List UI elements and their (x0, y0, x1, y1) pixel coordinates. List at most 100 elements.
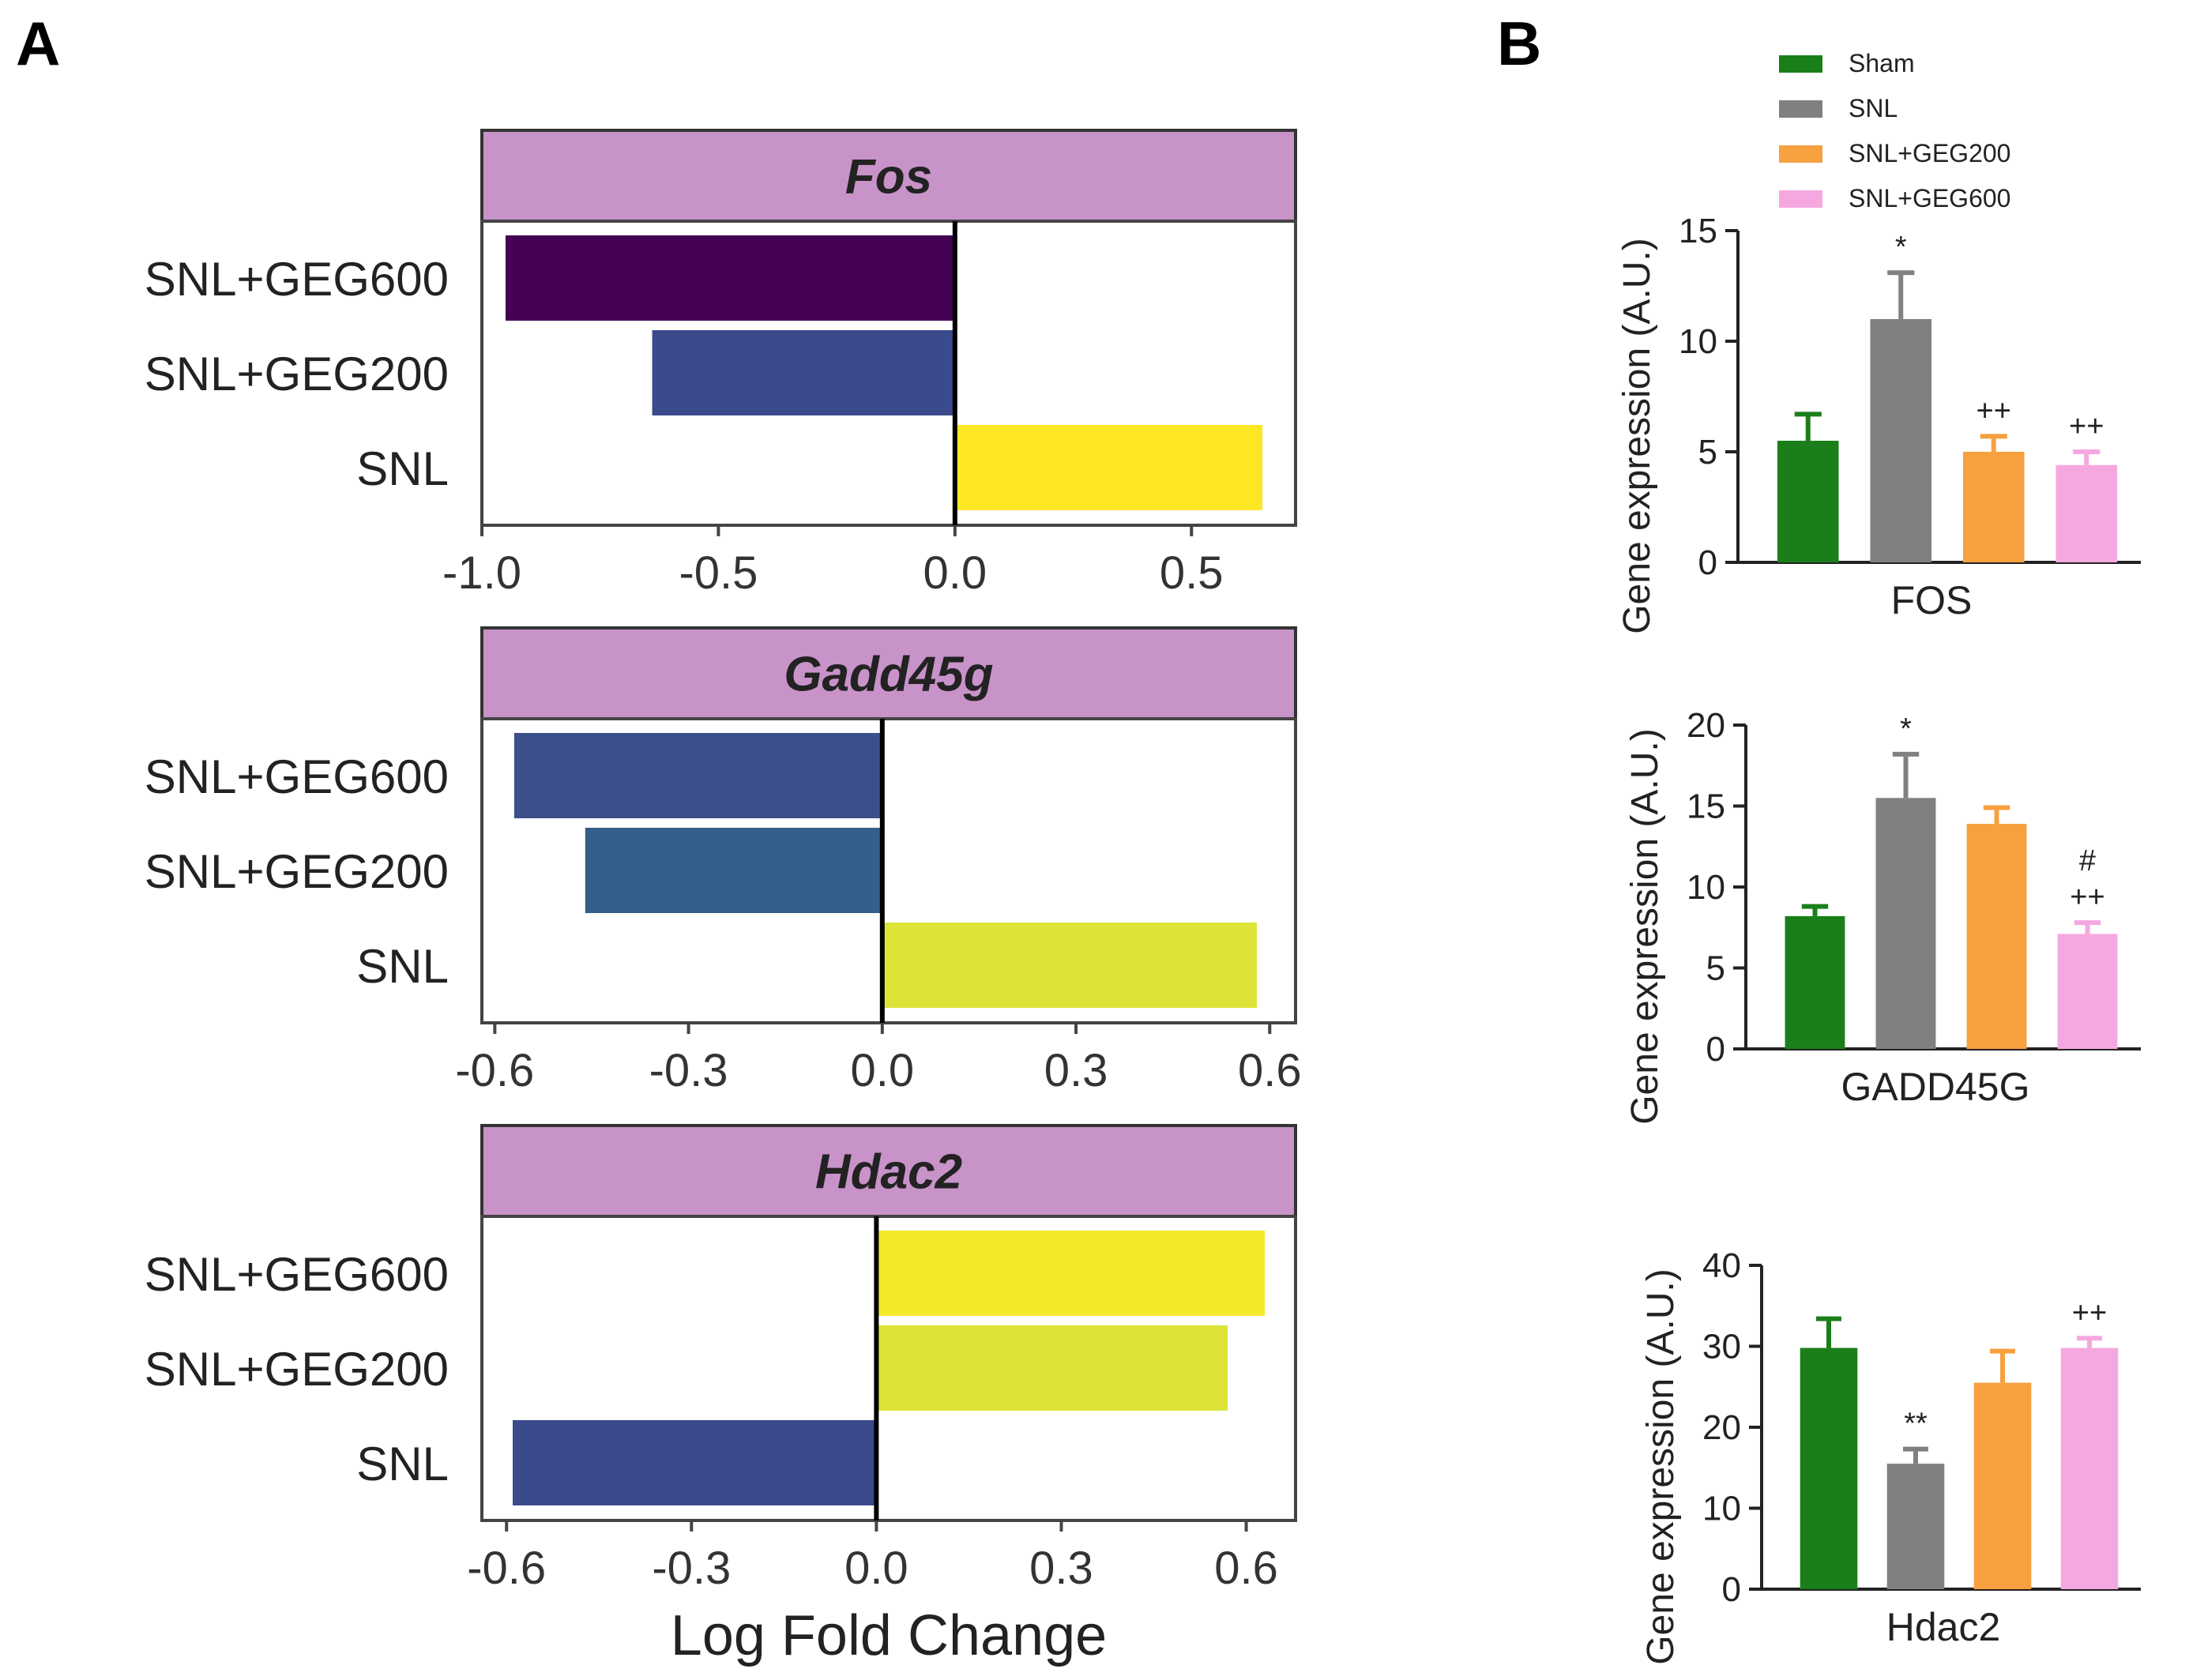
panel-b-label: B (1497, 9, 1541, 78)
bar-snl-geg200 (1962, 452, 2025, 562)
x-tick-label: -0.6 (455, 1045, 534, 1096)
expression-chart-fos: 0 5 10 15 Gene expression (A.U.) * ++ ++ FOS (1616, 212, 2141, 634)
y-tick-label: 0 (1722, 1570, 1741, 1609)
bar-snl-geg600 (2055, 464, 2118, 562)
bar-snl-geg200 (585, 828, 882, 913)
x-tick-label: -1.0 (442, 547, 521, 599)
facet-title: Gadd45g (784, 648, 993, 702)
significance-mark: ** (1904, 1408, 1928, 1441)
x-tick-label: 0.0 (844, 1543, 908, 1594)
y-tick-label: 0 (1706, 1030, 1725, 1069)
category-label: SNL+GEG200 (145, 348, 449, 400)
x-tick-label: 0.3 (1044, 1045, 1108, 1096)
y-tick-label: 20 (1702, 1408, 1741, 1447)
y-axis-label: Gene expression (A.U.) (1616, 238, 1658, 634)
bar-snl (1875, 798, 1936, 1049)
x-tick-label: -0.3 (649, 1045, 728, 1096)
y-axis-label: Gene expression (A.U.) (1640, 1268, 1682, 1665)
x-tick-label: 0.6 (1214, 1543, 1278, 1594)
bar-snl (1870, 319, 1932, 562)
x-tick-label: 0.0 (851, 1045, 915, 1096)
y-tick-label: 15 (1679, 212, 1717, 250)
x-axis-label: GADD45G (1841, 1065, 2030, 1109)
bar-snl-geg600 (2060, 1347, 2119, 1589)
bar-sham (1800, 1347, 1858, 1589)
bar-snl-geg200 (876, 1325, 1228, 1411)
y-tick-label: 0 (1698, 543, 1717, 582)
y-tick-label: 10 (1679, 322, 1717, 361)
x-tick-label: -0.6 (467, 1543, 546, 1594)
lfc-chart-hdac2: Hdac2 SNL+GEG600 SNL+GEG200 SNL -0.6 -0.3 0.0 0… (145, 1124, 1297, 1667)
significance-mark: ++ (1976, 394, 2011, 427)
panel-a-charts: Fos SNL+GEG600 SNL+GEG200 SNL -1.0 -0.5 0.0 0.5… (145, 129, 1302, 1667)
x-axis-label: Log Fold Change (671, 1604, 1107, 1667)
bar-snl (954, 425, 1263, 510)
x-tick-label: 0.3 (1029, 1543, 1093, 1594)
legend-swatch-sham (1779, 55, 1822, 73)
facet-header (480, 1124, 1297, 1218)
bar-snl-geg600 (513, 733, 882, 818)
category-label: SNL (356, 442, 449, 495)
facet-title: Hdac2 (815, 1145, 962, 1200)
legend-label: Sham (1849, 49, 1915, 77)
y-tick-label: 10 (1687, 868, 1725, 907)
y-tick-label: 30 (1702, 1328, 1741, 1366)
panel-b-charts: 0 5 10 15 Gene expression (A.U.) * ++ ++ FOS 0 5 10… (1616, 212, 2141, 1665)
bar-snl-geg200 (1973, 1382, 2032, 1589)
bar-snl (882, 923, 1257, 1008)
category-label: SNL+GEG200 (145, 1343, 449, 1396)
x-tick-label: -0.5 (679, 547, 758, 599)
bar-snl (513, 1420, 877, 1505)
category-label: SNL (356, 1438, 449, 1490)
expression-chart-gadd45g: 0 5 10 15 20 Gene expression (A.U.) * ++# GADD45… (1624, 706, 2141, 1125)
significance-mark: # (2079, 844, 2096, 878)
category-label: SNL+GEG600 (145, 1248, 449, 1301)
y-tick-label: 5 (1706, 949, 1725, 988)
bar-snl-geg200 (1966, 824, 2027, 1049)
significance-mark: * (1895, 231, 1907, 264)
facet-title: Fos (845, 150, 932, 205)
x-axis-label: Hdac2 (1886, 1605, 2001, 1649)
lfc-chart-fos: Fos SNL+GEG600 SNL+GEG200 SNL -1.0 -0.5 0.0 0.5 (145, 129, 1297, 599)
bar-snl-geg600 (876, 1231, 1265, 1316)
x-tick-label: 0.6 (1238, 1045, 1302, 1096)
bar-snl (1886, 1464, 1945, 1589)
y-tick-label: 15 (1687, 787, 1725, 826)
significance-mark: ++ (2069, 410, 2104, 443)
bar-sham (1785, 915, 1845, 1049)
x-axis-label: FOS (1891, 578, 1973, 622)
bar-snl-geg600 (2057, 934, 2118, 1049)
significance-mark: ++ (2070, 881, 2104, 914)
bar-snl-geg600 (505, 235, 955, 321)
significance-mark: * (1900, 712, 1912, 746)
y-tick-label: 40 (1702, 1246, 1741, 1285)
legend-swatch-snl (1779, 100, 1822, 118)
legend-swatch-snl-geg200 (1779, 145, 1822, 163)
legend: Sham SNL SNL+GEG200 SNL+GEG600 (1779, 49, 2010, 212)
category-label: SNL (356, 940, 449, 993)
x-tick-label: 0.0 (923, 547, 987, 599)
y-tick-label: 10 (1702, 1490, 1741, 1528)
x-tick-label: -0.3 (652, 1543, 731, 1594)
panel-a-label: A (16, 9, 60, 78)
lfc-chart-gadd45g: Gadd45g SNL+GEG600 SNL+GEG200 SNL -0.6 -0.3 0.… (145, 626, 1302, 1096)
category-label: SNL+GEG600 (145, 253, 449, 306)
legend-label: SNL (1849, 94, 1898, 122)
legend-label: SNL+GEG600 (1849, 184, 2010, 212)
bar-snl-geg200 (652, 330, 955, 415)
category-label: SNL+GEG200 (145, 845, 449, 898)
legend-swatch-snl-geg600 (1779, 190, 1822, 208)
expression-chart-hdac2: 0 10 20 30 40 Gene expression (A.U.) ** ++ Hdac2 (1640, 1246, 2141, 1665)
facet-header (480, 626, 1297, 720)
y-tick-label: 20 (1687, 706, 1725, 745)
y-tick-label: 5 (1698, 433, 1717, 472)
significance-mark: ++ (2072, 1296, 2107, 1329)
legend-label: SNL+GEG200 (1849, 139, 2010, 167)
facet-header (480, 129, 1297, 223)
category-label: SNL+GEG600 (145, 750, 449, 803)
y-axis-label: Gene expression (A.U.) (1624, 728, 1666, 1125)
x-tick-label: 0.5 (1160, 547, 1224, 599)
bar-sham (1777, 441, 1839, 562)
